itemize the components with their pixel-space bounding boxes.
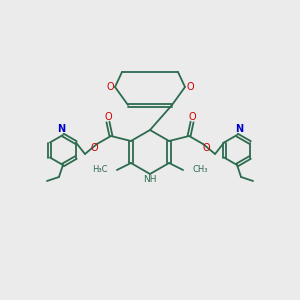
Text: NH: NH bbox=[143, 176, 157, 184]
Text: O: O bbox=[188, 112, 196, 122]
Text: O: O bbox=[186, 82, 194, 92]
Text: CH₃: CH₃ bbox=[192, 166, 208, 175]
Text: N: N bbox=[235, 124, 243, 134]
Text: O: O bbox=[90, 143, 98, 153]
Text: O: O bbox=[106, 82, 114, 92]
Text: N: N bbox=[57, 124, 65, 134]
Text: O: O bbox=[104, 112, 112, 122]
Text: H₃C: H₃C bbox=[92, 166, 108, 175]
Text: O: O bbox=[202, 143, 210, 153]
